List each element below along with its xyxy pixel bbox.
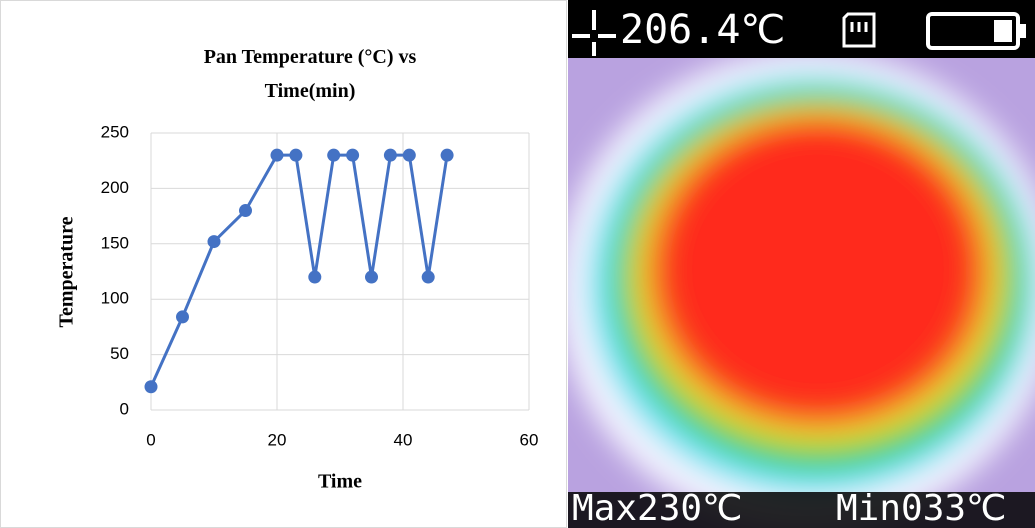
y-axis-title: Temperature — [56, 216, 78, 327]
crosshair-icon — [572, 10, 616, 56]
data-point — [327, 148, 341, 162]
chart: Temperature Time 0 50 100 150 200 250 0 20 40 60 — [0, 0, 567, 528]
y-tick-label: 200 — [101, 178, 129, 197]
data-point — [346, 148, 360, 162]
max-reading: Max230℃ — [572, 488, 742, 528]
data-point — [207, 235, 221, 249]
y-tick-label: 50 — [110, 344, 129, 363]
thermal-heatmap — [568, 58, 1035, 528]
data-point — [440, 148, 454, 162]
y-tick-label: 0 — [120, 399, 129, 418]
data-point — [365, 270, 378, 284]
battery-icon — [926, 12, 1026, 50]
temperature-reading: 206.4℃ — [620, 7, 785, 53]
y-tick-label: 150 — [101, 233, 129, 252]
chart-frame — [0, 0, 567, 528]
y-tick-label: 250 — [101, 122, 129, 141]
data-point — [308, 270, 322, 284]
data-point — [421, 270, 435, 284]
data-point — [270, 148, 284, 162]
x-tick-label: 60 — [520, 430, 539, 449]
data-point — [239, 204, 252, 218]
x-axis-title: Time — [318, 471, 362, 493]
data-point — [144, 380, 158, 394]
x-tick-label: 20 — [268, 430, 287, 449]
min-reading: Min033℃ — [836, 488, 1006, 528]
y-tick-label: 100 — [101, 289, 129, 308]
data-point — [289, 148, 303, 162]
data-point — [176, 310, 189, 324]
chart-title: Pan Temperature (°C) vs Time(min) — [203, 46, 417, 102]
thermal-image: 206.4℃ Max230℃ Min033℃ — [568, 0, 1035, 528]
footer-bar — [568, 492, 1035, 528]
x-tick-label: 40 — [394, 430, 413, 449]
x-tick-label: 0 — [146, 430, 155, 449]
sd-card-icon — [842, 12, 876, 48]
data-point — [402, 148, 416, 162]
data-point — [383, 148, 397, 162]
